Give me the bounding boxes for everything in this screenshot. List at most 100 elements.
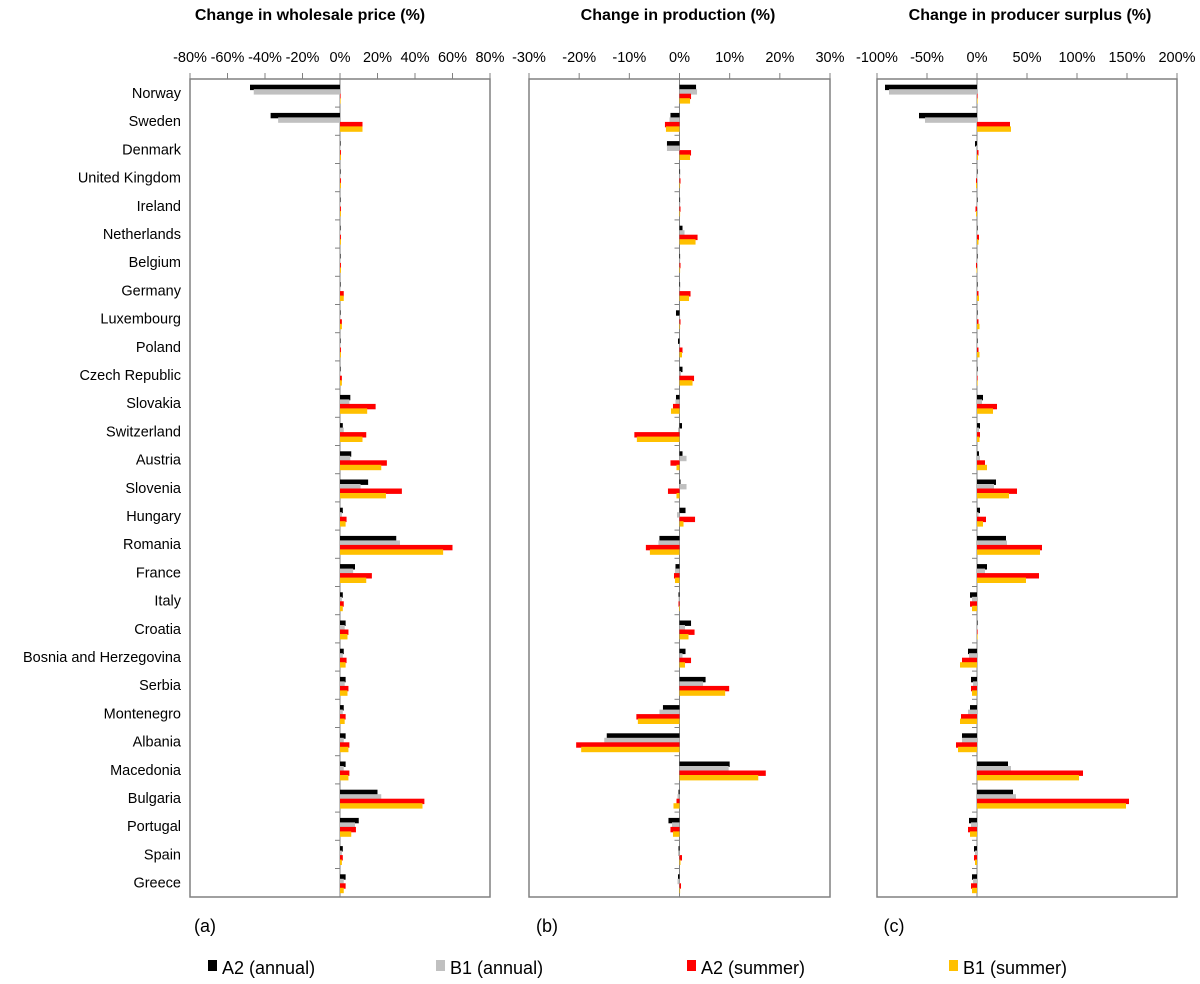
category-label: Italy [154,594,181,610]
x-tick-label: 0% [669,50,690,66]
bar-c-2-22 [961,714,977,720]
bar-b-1-12 [677,427,680,433]
x-tick-label: -100% [856,50,898,66]
bar-b-3-6 [679,267,681,273]
bar-b-0-10 [679,366,683,373]
bar-c-0-8 [977,310,978,316]
bar-c-2-3 [976,178,977,184]
bar-a-0-14 [340,479,369,485]
bar-b-2-7 [679,291,691,297]
legend-label: A2 (summer) [701,958,805,978]
bar-c-2-8 [977,319,979,325]
category-label: Portugal [127,819,181,835]
bar-b-0-7 [679,282,681,288]
bar-a-0-25 [340,789,378,796]
bar-a-1-1 [278,117,340,123]
bar-c-3-26 [970,831,977,837]
bar-c-0-12 [977,423,980,429]
bar-a-1-16 [340,540,400,546]
bar-c-1-5 [977,230,978,236]
panel-title: Change in production (%) [581,7,776,24]
bar-b-3-7 [679,295,690,301]
bar-c-3-4 [976,211,977,217]
bar-a-2-10 [340,375,342,382]
legend-swatch [949,960,958,971]
bar-b-1-3 [679,173,681,180]
bar-a-3-21 [340,690,348,696]
bar-b-3-21 [679,690,726,696]
bar-a-1-27 [340,850,342,856]
bar-b-2-2 [679,150,692,156]
legend-swatch [436,960,445,971]
panel-c: Change in producer surplus (%) -100% -50% 0… [856,7,1196,936]
bar-c-3-3 [976,182,977,189]
x-tick-label: -80% [173,50,207,66]
bar-a-2-12 [340,432,367,438]
bar-b-3-16 [649,549,680,555]
x-tick-label: 50% [1012,50,1041,66]
bar-c-0-6 [977,253,978,260]
bar-b-3-12 [636,436,680,442]
bar-b-1-8 [679,314,681,321]
bar-c-0-5 [977,225,978,232]
bar-b-2-22 [636,714,680,720]
bar-b-2-28 [679,883,682,889]
bar-c-2-11 [977,403,997,410]
bar-a-0-11 [340,394,351,401]
bar-c-2-2 [977,150,979,156]
bar-c-1-0 [889,89,977,95]
category-label: Slovenia [125,481,182,497]
bar-a-1-20 [340,653,343,659]
bar-b-1-2 [666,145,680,151]
bar-a-2-27 [340,855,343,861]
bar-c-0-24 [977,761,1008,767]
bar-a-3-14 [340,493,386,499]
bar-a-2-9 [340,347,341,353]
bar-c-2-5 [977,234,979,241]
bar-c-3-5 [977,239,979,245]
bar-b-2-1 [664,121,680,128]
bar-c-1-17 [977,568,985,574]
bar-b-2-10 [679,375,695,382]
bar-a-3-10 [340,380,342,386]
x-tick-label: -10% [612,50,646,66]
bar-a-0-21 [340,676,346,683]
bar-b-0-11 [675,394,680,401]
category-label: Belgium [129,255,181,271]
bar-a-2-2 [340,150,341,156]
bar-c-1-18 [972,596,977,603]
bar-a-2-19 [340,629,349,635]
bar-c-3-0 [977,98,978,104]
x-tick-label: 20% [765,50,794,66]
bar-b-2-27 [679,855,683,861]
bar-a-2-4 [340,206,341,212]
bar-c-0-15 [977,507,980,514]
country-labels: Norway Sweden Denmark United Kingdom Ireland… [23,86,182,892]
legend-swatch [687,960,696,971]
bar-c-0-2 [975,141,977,147]
bar-c-3-6 [976,267,978,273]
bar-b-0-18 [678,592,680,598]
category-label: Macedonia [110,763,182,779]
bar-c-1-26 [971,822,977,828]
bar-c-0-28 [972,874,977,880]
bar-a-0-20 [340,648,344,655]
bar-a-3-23 [340,746,349,753]
bar-a-1-5 [340,230,341,236]
bar-b-2-3 [679,178,681,184]
bar-a-0-3 [340,169,341,175]
bar-a-3-9 [340,352,341,358]
bar-a-1-8 [340,314,341,321]
bar-c-3-15 [977,521,983,527]
bar-c-0-16 [977,535,1006,542]
bar-c-2-19 [977,629,978,635]
bar-a-1-4 [340,202,341,208]
category-label: Slovakia [126,396,182,412]
bar-b-3-1 [665,126,680,132]
bar-a-2-28 [340,883,346,889]
category-label: United Kingdom [78,171,181,187]
bar-a-2-14 [340,488,402,494]
bar-a-0-22 [340,705,344,711]
bar-b-3-19 [679,634,689,640]
bar-b-0-14 [679,479,681,485]
